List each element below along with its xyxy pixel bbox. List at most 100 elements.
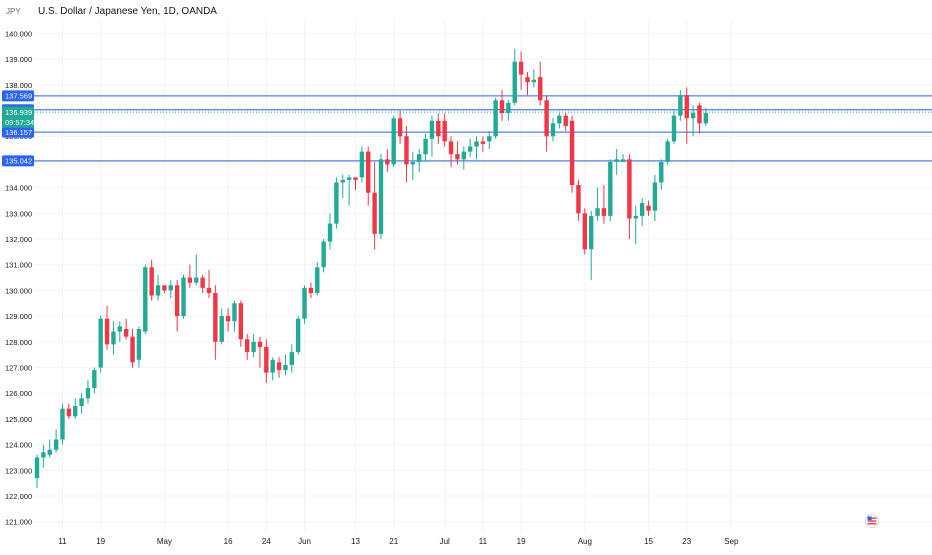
candle-body [538,77,543,101]
candle [174,280,180,332]
candle-body [544,100,549,137]
level-price-tag: 136.157 [2,126,34,138]
candle [671,110,677,144]
candle-body [289,352,294,365]
candle [206,269,212,299]
candle [73,398,78,419]
candle [703,107,709,126]
candle [493,97,498,139]
candle [245,334,250,360]
candle [506,100,511,121]
candle [79,393,84,414]
candle-body [576,185,581,214]
current-price-tag-text: 136.939 [5,108,32,117]
candle-body [200,277,205,288]
candle [136,326,142,368]
candle-body [34,457,40,479]
candle [569,115,575,193]
candle-body [206,287,212,293]
candle [544,95,549,152]
y-tick-label: 133.000 [5,209,32,218]
candle [104,305,110,350]
candle-body [525,77,530,83]
candle-body [104,318,110,345]
candle [289,344,294,373]
candle-body [155,285,161,296]
candle-body [646,205,651,211]
candle-body [385,159,390,165]
chart-title: U.S. Dollar / Japanese Yen, 1D, OANDA [38,6,217,17]
candle [480,136,486,152]
candles-layer [34,48,709,489]
candle-body [378,159,384,234]
candle [538,61,543,106]
x-tick-label: Jul [440,537,450,546]
candle [652,174,658,222]
y-tick-label: 134.000 [5,184,32,193]
level-lines-layer [34,95,932,162]
candle [518,51,524,90]
grid-layer [34,18,932,532]
candle-body [652,182,658,211]
candle-body [264,346,269,373]
candle-body [550,123,556,137]
candle [531,69,537,88]
candle [66,403,72,419]
candle [276,357,282,378]
candle-body [404,136,409,165]
candle-body [391,118,396,165]
candle [321,239,326,273]
candle [557,113,562,129]
y-tick-label: 128.000 [5,338,32,347]
candle [117,321,123,342]
candle-body [245,339,250,353]
candle-body [295,318,301,353]
candle [499,89,505,121]
candle [595,187,600,222]
candle-body [98,318,103,368]
candle [340,174,345,198]
candle [608,159,613,222]
candle-body [73,406,78,417]
y-tick-label: 126.000 [5,389,32,398]
candle-body [467,146,473,152]
level-price-tag: 135.042 [2,155,34,167]
candle-body [423,138,428,155]
y-tick-label: 131.000 [5,261,32,270]
price-tags-layer: 137.569137.031136.157135.042136.93909:57… [2,90,34,167]
candle-body [270,359,275,373]
candle [334,177,339,229]
candle [53,429,59,453]
candle [417,149,422,173]
level-price-tag-text: 135.042 [5,157,32,166]
candle [283,354,288,376]
candle [264,339,269,383]
x-tick-label: 19 [517,537,526,546]
candle [563,113,568,132]
x-tick-label: 23 [682,537,691,546]
candle [200,275,205,293]
candle [302,285,307,324]
flag-icon[interactable] [865,514,879,528]
candle-body [512,61,517,103]
candle-body [130,336,135,363]
candle-body [499,100,505,114]
candle-body [493,100,498,137]
candle [111,321,116,355]
candle [385,149,390,173]
candle-body [480,141,486,144]
candle [633,205,638,245]
candle-body [149,267,154,296]
candle [270,357,275,381]
candle-body [117,326,123,332]
candle [143,264,148,335]
candle [391,115,396,168]
candle [690,105,696,137]
candle-body [461,151,466,160]
candle-body [346,177,352,180]
candle [353,177,358,191]
candle-body [531,79,537,83]
candle-body [92,370,97,389]
